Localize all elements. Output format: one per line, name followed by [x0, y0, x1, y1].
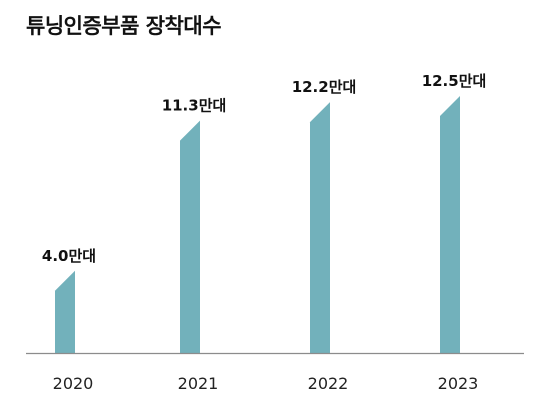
- data-label-2022: 12.2만대: [292, 78, 357, 96]
- x-tick-label-2022: 2022: [308, 374, 349, 393]
- bar-2021: [180, 120, 200, 353]
- x-tick-label-2020: 2020: [53, 374, 94, 393]
- data-label-2021: 11.3만대: [162, 97, 227, 115]
- x-tick-label-2023: 2023: [438, 374, 479, 393]
- x-tick-label-2021: 2021: [178, 374, 219, 393]
- chart-title: 튜닝인증부품 장착대수: [26, 14, 222, 38]
- data-label-2023: 12.5만대: [422, 72, 487, 90]
- bar-2023: [440, 96, 460, 353]
- bar-2022: [310, 102, 330, 353]
- bar-2020: [55, 270, 75, 353]
- data-label-2020: 4.0만대: [42, 247, 96, 265]
